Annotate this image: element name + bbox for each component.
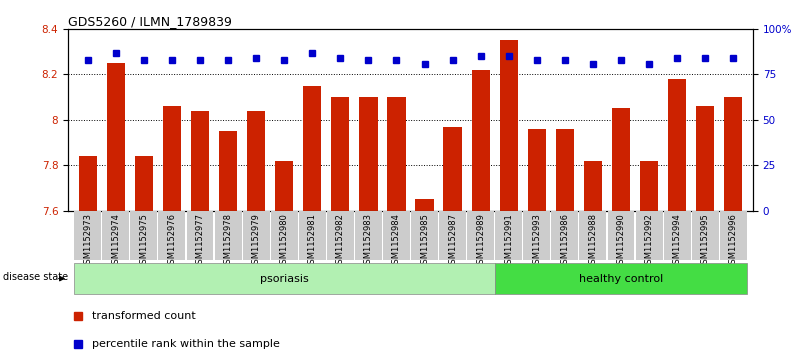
- Bar: [692, 211, 718, 260]
- Text: GSM1152985: GSM1152985: [420, 213, 429, 269]
- Bar: [74, 263, 495, 294]
- Bar: [332, 97, 349, 211]
- Text: percentile rank within the sample: percentile rank within the sample: [92, 339, 280, 349]
- Text: GSM1152980: GSM1152980: [280, 213, 288, 269]
- Bar: [187, 211, 214, 260]
- Text: GSM1152977: GSM1152977: [195, 213, 204, 269]
- Bar: [74, 211, 101, 260]
- Bar: [360, 97, 377, 211]
- Bar: [467, 211, 494, 260]
- Text: GSM1152995: GSM1152995: [701, 213, 710, 269]
- Bar: [411, 211, 438, 260]
- Bar: [640, 160, 658, 211]
- Text: transformed count: transformed count: [92, 311, 195, 321]
- Bar: [159, 211, 185, 260]
- Text: GSM1152974: GSM1152974: [111, 213, 120, 269]
- Bar: [495, 263, 747, 294]
- Text: GSM1152983: GSM1152983: [364, 213, 373, 269]
- Text: GSM1152975: GSM1152975: [139, 213, 148, 269]
- Text: healthy control: healthy control: [579, 274, 663, 284]
- Bar: [327, 211, 354, 260]
- Bar: [636, 211, 662, 260]
- Bar: [416, 199, 433, 211]
- Bar: [131, 211, 157, 260]
- Text: GSM1152987: GSM1152987: [448, 213, 457, 269]
- Bar: [107, 63, 125, 211]
- Text: GSM1152982: GSM1152982: [336, 213, 345, 269]
- Bar: [135, 156, 153, 211]
- Bar: [551, 211, 578, 260]
- Bar: [103, 211, 129, 260]
- Bar: [500, 40, 518, 211]
- Text: GSM1152976: GSM1152976: [167, 213, 176, 269]
- Bar: [163, 106, 181, 211]
- Bar: [495, 211, 522, 260]
- Bar: [612, 109, 630, 211]
- Text: GDS5260 / ILMN_1789839: GDS5260 / ILMN_1789839: [68, 15, 232, 28]
- Text: GSM1152990: GSM1152990: [617, 213, 626, 269]
- Bar: [275, 160, 293, 211]
- Text: GSM1152992: GSM1152992: [645, 213, 654, 269]
- Text: GSM1152989: GSM1152989: [476, 213, 485, 269]
- Bar: [528, 129, 546, 211]
- Text: GSM1152996: GSM1152996: [729, 213, 738, 269]
- Bar: [664, 211, 690, 260]
- Bar: [668, 79, 686, 211]
- Bar: [383, 211, 410, 260]
- Text: GSM1152986: GSM1152986: [561, 213, 570, 269]
- Bar: [191, 111, 209, 211]
- Bar: [556, 129, 574, 211]
- Bar: [472, 70, 489, 211]
- Bar: [579, 211, 606, 260]
- Bar: [78, 156, 97, 211]
- Text: GSM1152973: GSM1152973: [83, 213, 92, 269]
- Bar: [696, 106, 714, 211]
- Bar: [607, 211, 634, 260]
- Text: GSM1152994: GSM1152994: [673, 213, 682, 269]
- Text: GSM1152991: GSM1152991: [505, 213, 513, 269]
- Bar: [299, 211, 326, 260]
- Text: GSM1152993: GSM1152993: [533, 213, 541, 269]
- Bar: [303, 86, 321, 211]
- Text: GSM1152984: GSM1152984: [392, 213, 401, 269]
- Bar: [388, 97, 405, 211]
- Bar: [247, 111, 265, 211]
- Bar: [523, 211, 550, 260]
- Bar: [219, 131, 237, 211]
- Bar: [271, 211, 298, 260]
- Text: psoriasis: psoriasis: [260, 274, 308, 284]
- Bar: [724, 97, 743, 211]
- Bar: [355, 211, 382, 260]
- Text: disease state: disease state: [3, 272, 69, 282]
- Bar: [444, 127, 461, 211]
- Bar: [720, 211, 747, 260]
- Text: GSM1152979: GSM1152979: [252, 213, 260, 269]
- Bar: [439, 211, 466, 260]
- Text: GSM1152988: GSM1152988: [589, 213, 598, 269]
- Bar: [243, 211, 270, 260]
- Bar: [215, 211, 242, 260]
- Bar: [584, 160, 602, 211]
- Text: GSM1152978: GSM1152978: [223, 213, 232, 269]
- Text: GSM1152981: GSM1152981: [308, 213, 316, 269]
